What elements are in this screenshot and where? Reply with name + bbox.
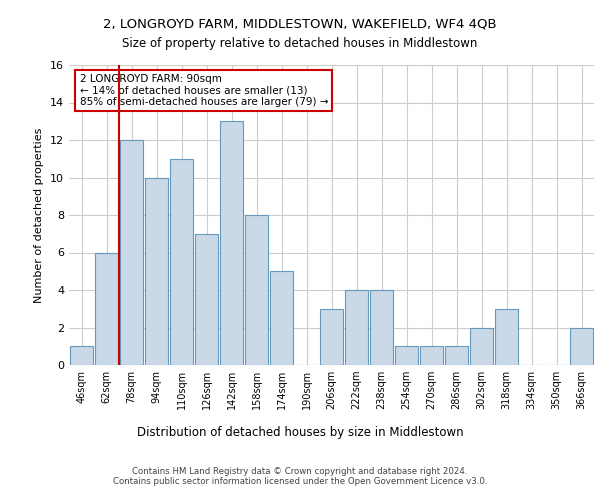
Text: Size of property relative to detached houses in Middlestown: Size of property relative to detached ho… [122,38,478,51]
Bar [220,121,244,365]
Y-axis label: Number of detached properties: Number of detached properties [34,128,44,302]
Bar [419,346,443,365]
Bar [344,290,368,365]
Bar [170,159,193,365]
Text: 2 LONGROYD FARM: 90sqm
← 14% of detached houses are smaller (13)
85% of semi-det: 2 LONGROYD FARM: 90sqm ← 14% of detached… [79,74,328,107]
Bar [445,346,469,365]
Bar [70,346,94,365]
Text: 2, LONGROYD FARM, MIDDLESTOWN, WAKEFIELD, WF4 4QB: 2, LONGROYD FARM, MIDDLESTOWN, WAKEFIELD… [103,18,497,30]
Bar [245,215,268,365]
Text: Contains public sector information licensed under the Open Government Licence v3: Contains public sector information licen… [113,477,487,486]
Bar [320,308,343,365]
Bar [194,234,218,365]
Text: Distribution of detached houses by size in Middlestown: Distribution of detached houses by size … [137,426,463,439]
Bar [95,252,118,365]
Bar [494,308,518,365]
Bar [569,328,593,365]
Bar [395,346,418,365]
Bar [119,140,143,365]
Bar [470,328,493,365]
Text: Contains HM Land Registry data © Crown copyright and database right 2024.: Contains HM Land Registry data © Crown c… [132,467,468,476]
Bar [370,290,394,365]
Bar [145,178,169,365]
Bar [269,271,293,365]
